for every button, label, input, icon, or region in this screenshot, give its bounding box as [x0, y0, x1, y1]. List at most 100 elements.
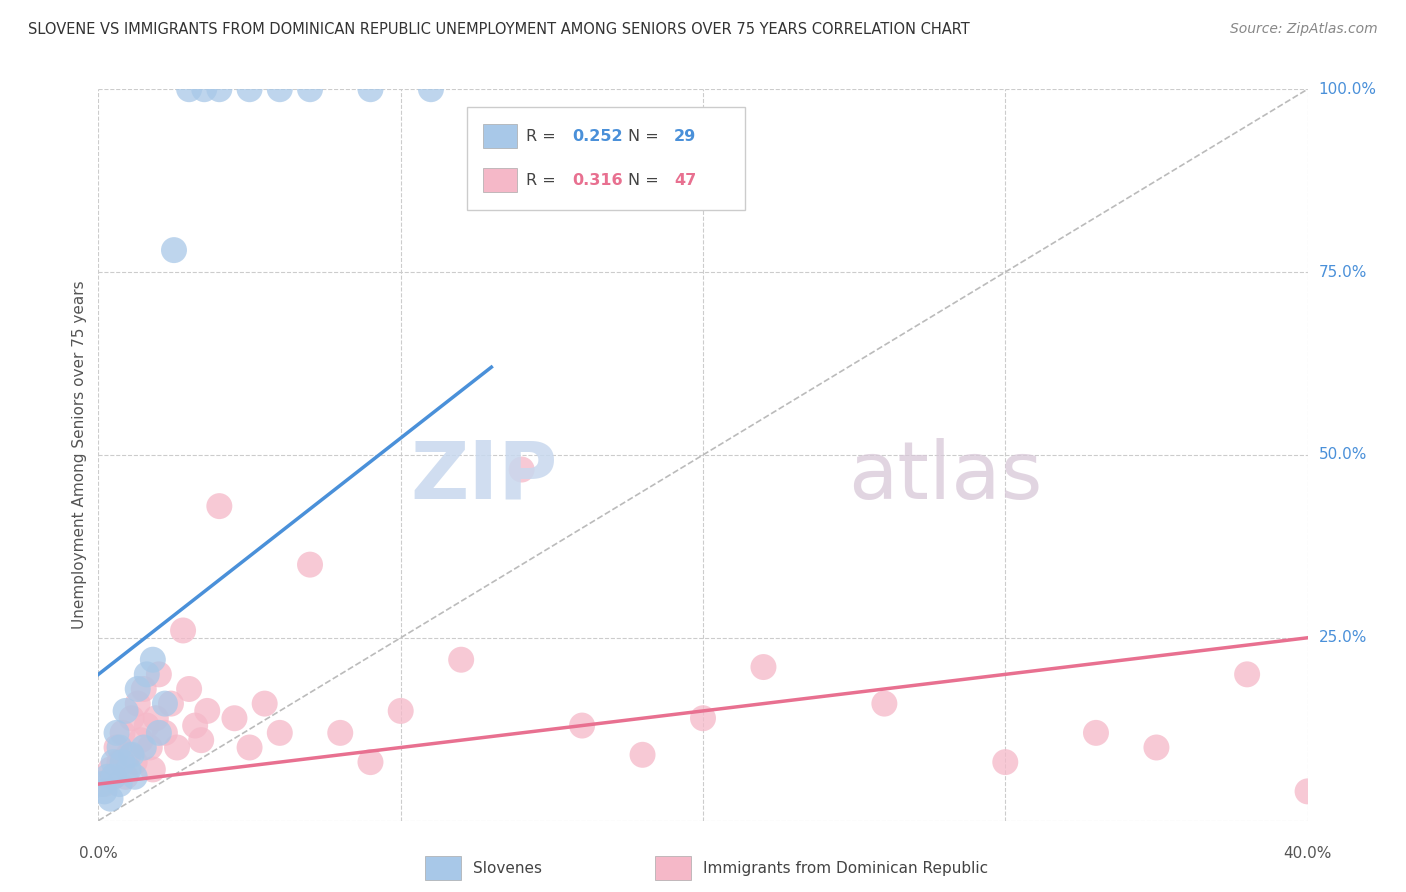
- Point: [360, 82, 382, 96]
- Point: [193, 82, 215, 96]
- Point: [100, 791, 122, 805]
- Point: [108, 740, 131, 755]
- Point: [450, 653, 472, 667]
- Point: [118, 747, 141, 762]
- Point: [139, 740, 162, 755]
- Text: Immigrants from Dominican Republic: Immigrants from Dominican Republic: [703, 861, 988, 876]
- Text: R =: R =: [526, 129, 561, 145]
- Point: [153, 726, 176, 740]
- FancyBboxPatch shape: [425, 856, 461, 880]
- Point: [571, 718, 593, 732]
- Point: [96, 770, 118, 784]
- Point: [329, 726, 352, 740]
- Point: [100, 763, 122, 777]
- Point: [1296, 784, 1319, 798]
- Point: [631, 747, 654, 762]
- Text: 29: 29: [673, 129, 696, 145]
- Point: [172, 624, 194, 638]
- Point: [153, 697, 176, 711]
- Point: [389, 704, 412, 718]
- Point: [105, 740, 128, 755]
- Point: [208, 499, 231, 513]
- Text: Source: ZipAtlas.com: Source: ZipAtlas.com: [1230, 22, 1378, 37]
- Text: N =: N =: [628, 129, 664, 145]
- Text: 40.0%: 40.0%: [1284, 846, 1331, 861]
- Point: [148, 726, 170, 740]
- Point: [1236, 667, 1258, 681]
- Text: 100.0%: 100.0%: [1319, 82, 1376, 96]
- Point: [269, 82, 291, 96]
- Point: [108, 755, 131, 769]
- Point: [142, 653, 165, 667]
- Point: [190, 733, 212, 747]
- Text: 0.252: 0.252: [572, 129, 623, 145]
- Point: [124, 770, 146, 784]
- Text: N =: N =: [628, 173, 664, 188]
- Point: [160, 697, 183, 711]
- Point: [121, 747, 143, 762]
- Point: [1085, 726, 1108, 740]
- Point: [239, 740, 262, 755]
- FancyBboxPatch shape: [482, 124, 517, 148]
- Text: SLOVENE VS IMMIGRANTS FROM DOMINICAN REPUBLIC UNEMPLOYMENT AMONG SENIORS OVER 75: SLOVENE VS IMMIGRANTS FROM DOMINICAN REP…: [28, 22, 970, 37]
- Point: [103, 755, 125, 769]
- Point: [208, 82, 231, 96]
- Point: [166, 740, 188, 755]
- Point: [692, 711, 714, 725]
- Point: [127, 697, 149, 711]
- Point: [111, 726, 134, 740]
- Text: 25.0%: 25.0%: [1319, 631, 1367, 645]
- Point: [103, 770, 125, 784]
- Point: [195, 704, 218, 718]
- Point: [103, 770, 125, 784]
- Point: [111, 755, 134, 769]
- FancyBboxPatch shape: [467, 108, 745, 210]
- Point: [108, 777, 131, 791]
- Text: Slovenes: Slovenes: [474, 861, 543, 876]
- Text: 0.316: 0.316: [572, 173, 623, 188]
- Point: [118, 763, 141, 777]
- Point: [177, 681, 201, 696]
- Point: [135, 718, 157, 732]
- Text: 47: 47: [673, 173, 696, 188]
- Text: 0.0%: 0.0%: [79, 846, 118, 861]
- Text: atlas: atlas: [848, 438, 1042, 516]
- Point: [145, 711, 167, 725]
- Point: [114, 704, 136, 718]
- Text: 50.0%: 50.0%: [1319, 448, 1367, 462]
- Point: [510, 462, 533, 476]
- Point: [129, 733, 152, 747]
- Point: [873, 697, 896, 711]
- Text: R =: R =: [526, 173, 561, 188]
- Point: [184, 718, 207, 732]
- Point: [994, 755, 1017, 769]
- Point: [127, 681, 149, 696]
- Point: [93, 784, 115, 798]
- Point: [114, 770, 136, 784]
- Text: ZIP: ZIP: [411, 438, 558, 516]
- Point: [253, 697, 276, 711]
- Point: [93, 777, 115, 791]
- Point: [132, 740, 155, 755]
- Point: [299, 82, 322, 96]
- Point: [239, 82, 262, 96]
- Point: [124, 755, 146, 769]
- Point: [269, 726, 291, 740]
- Point: [121, 711, 143, 725]
- Point: [148, 667, 170, 681]
- Point: [419, 82, 441, 96]
- Text: 75.0%: 75.0%: [1319, 265, 1367, 279]
- FancyBboxPatch shape: [482, 169, 517, 192]
- Point: [177, 82, 201, 96]
- Point: [752, 660, 775, 674]
- Point: [360, 755, 382, 769]
- FancyBboxPatch shape: [655, 856, 690, 880]
- Point: [224, 711, 246, 725]
- Point: [90, 777, 112, 791]
- Point: [142, 763, 165, 777]
- Point: [135, 667, 157, 681]
- Point: [299, 558, 322, 572]
- Y-axis label: Unemployment Among Seniors over 75 years: Unemployment Among Seniors over 75 years: [72, 281, 87, 629]
- Point: [132, 681, 155, 696]
- Point: [163, 243, 186, 257]
